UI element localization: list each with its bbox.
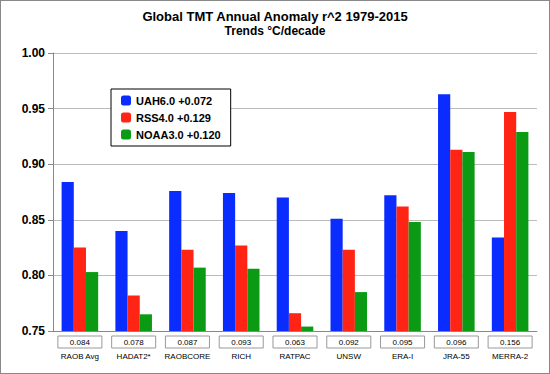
svg-text:UAH6.0 +0.072: UAH6.0 +0.072 [136, 95, 212, 107]
svg-text:RATPAC: RATPAC [279, 352, 310, 361]
svg-text:0.095: 0.095 [393, 338, 414, 347]
svg-text:MERRA-2: MERRA-2 [492, 352, 529, 361]
svg-text:0.85: 0.85 [22, 213, 46, 227]
svg-text:ERA-I: ERA-I [392, 352, 413, 361]
svg-text:0.063: 0.063 [285, 338, 306, 347]
svg-text:0.156: 0.156 [500, 338, 521, 347]
svg-text:Global TMT Annual Anomaly r^2: Global TMT Annual Anomaly r^2 1979-2015 [142, 9, 407, 24]
svg-text:0.093: 0.093 [231, 338, 252, 347]
svg-text:RICH: RICH [231, 352, 251, 361]
svg-text:NOAA3.0 +0.120: NOAA3.0 +0.120 [136, 129, 221, 141]
svg-text:RAOBCORE: RAOBCORE [165, 352, 211, 361]
svg-text:HADAT2*: HADAT2* [117, 352, 151, 361]
svg-text:1.00: 1.00 [22, 46, 46, 60]
svg-text:0.95: 0.95 [22, 102, 46, 116]
svg-text:RSS4.0 +0.129: RSS4.0 +0.129 [136, 112, 211, 124]
svg-text:Trends °C/decade: Trends °C/decade [225, 24, 326, 38]
svg-text:0.092: 0.092 [339, 338, 360, 347]
svg-text:UNSW: UNSW [337, 352, 362, 361]
svg-text:0.087: 0.087 [177, 338, 198, 347]
svg-text:0.096: 0.096 [446, 338, 467, 347]
svg-text:0.90: 0.90 [22, 157, 46, 171]
svg-text:0.078: 0.078 [124, 338, 145, 347]
svg-text:0.80: 0.80 [22, 268, 46, 282]
svg-text:0.75: 0.75 [22, 324, 46, 338]
svg-text:0.084: 0.084 [70, 338, 91, 347]
svg-text:RAOB Avg: RAOB Avg [61, 352, 99, 361]
svg-text:JRA-55: JRA-55 [443, 352, 470, 361]
